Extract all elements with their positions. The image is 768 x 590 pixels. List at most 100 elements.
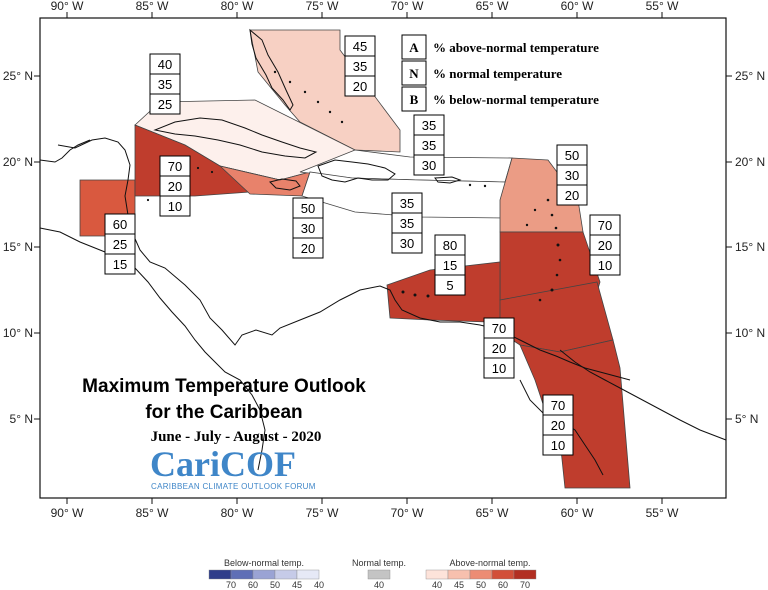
lat-label: 20° N [735, 155, 765, 169]
prob-box-leeward: 50 30 20 [556, 144, 588, 206]
lat-label: 15° N [3, 240, 33, 254]
title-block: Maximum Temperature Outlook for the Cari… [82, 376, 366, 445]
lon-label: 75° W [306, 0, 339, 13]
lat-label: 20° N [3, 155, 33, 169]
key-letter-b: B [410, 92, 419, 107]
lon-label: 90° W [51, 0, 84, 13]
legend-tick: 40 [374, 580, 384, 590]
lon-label: 80° W [221, 506, 254, 520]
prob-above: 70 [168, 159, 182, 174]
legend-above-swatch [447, 569, 471, 580]
prob-normal: 20 [551, 418, 565, 433]
prob-below: 5 [446, 278, 453, 293]
prob-below: 20 [353, 79, 367, 94]
lon-label: 55° W [646, 0, 679, 13]
lon-label: 90° W [51, 506, 84, 520]
lat-label: 5° N [735, 412, 758, 426]
legend-below-swatch [208, 569, 232, 580]
jamaica-coast [269, 178, 301, 191]
lat-labels-right: 25° N 20° N 15° N 10° N 5° N [735, 69, 765, 426]
legend-normal-swatch [367, 569, 391, 580]
legend-tick: 50 [476, 580, 486, 590]
prob-above: 35 [422, 118, 436, 133]
prob-above: 80 [443, 238, 457, 253]
prob-above: 50 [565, 148, 579, 163]
legend-above-swatch [425, 569, 449, 580]
prob-below: 10 [168, 199, 182, 214]
prob-above: 70 [551, 398, 565, 413]
prob-below: 20 [301, 241, 315, 256]
prob-below: 10 [598, 258, 612, 273]
prob-above: 40 [158, 57, 172, 72]
lat-label: 10° N [735, 326, 765, 340]
central-america-coast [57, 137, 631, 381]
prob-box-trinidad: 70 20 10 [483, 317, 515, 379]
legend-below-swatch [230, 569, 254, 580]
prob-normal: 20 [168, 179, 182, 194]
prob-normal: 30 [565, 168, 579, 183]
lon-label: 75° W [306, 506, 339, 520]
lat-labels-left: 25° N 20° N 15° N 10° N 5° N [3, 69, 33, 426]
lon-label: 60° W [561, 506, 594, 520]
color-scale-legend: Below-normal temp. Normal temp. Above-no… [208, 558, 537, 590]
logo-subtitle: CARIBBEAN CLIMATE OUTLOOK FORUM [151, 482, 316, 491]
logo-wordmark: CariCOF [150, 444, 296, 484]
prob-box-cuba: 40 35 25 [149, 53, 181, 115]
prob-below: 10 [551, 438, 565, 453]
prob-normal: 15 [443, 258, 457, 273]
prob-box-hispaniola-north: 35 35 30 [413, 114, 445, 176]
legend-below-swatches [208, 569, 320, 580]
legend-tick: 70 [226, 580, 236, 590]
prob-box-abc: 80 15 5 [434, 234, 466, 296]
legend-tick: 50 [270, 580, 280, 590]
lat-label: 5° N [10, 412, 33, 426]
legend-below-swatch [252, 569, 276, 580]
prob-box-puerto-rico-south: 35 35 30 [391, 192, 423, 254]
frame-ticks [34, 12, 732, 504]
legend-above-swatches [425, 569, 537, 580]
lon-label: 70° W [391, 506, 424, 520]
region-bahamas[interactable] [249, 29, 401, 153]
caricof-logo: CariCOF CARIBBEAN CLIMATE OUTLOOK FORUM [150, 444, 316, 491]
prob-above: 50 [301, 201, 315, 216]
prob-box-guianas: 70 20 10 [542, 394, 574, 456]
lon-label: 65° W [476, 0, 509, 13]
key-text-below: % below-normal temperature [433, 92, 599, 107]
prob-normal: 35 [400, 216, 414, 231]
small-islands [146, 70, 562, 302]
legend-below-swatch [274, 569, 298, 580]
legend-tick: 45 [292, 580, 302, 590]
legend-below-swatch [296, 569, 320, 580]
prob-below: 20 [565, 188, 579, 203]
legend-above-title: Above-normal temp. [449, 558, 530, 568]
prob-above: 70 [598, 218, 612, 233]
prob-normal: 35 [422, 138, 436, 153]
lon-label: 60° W [561, 0, 594, 13]
lon-label: 85° W [136, 506, 169, 520]
prob-below: 10 [492, 361, 506, 376]
prob-normal: 25 [113, 237, 127, 252]
prob-below: 15 [113, 257, 127, 272]
lon-label: 85° W [136, 0, 169, 13]
prob-normal: 35 [353, 59, 367, 74]
key-letter-a: A [409, 40, 419, 55]
lon-label: 55° W [646, 506, 679, 520]
lon-labels-top: 90° W 85° W 80° W 75° W 70° W 65° W 60° … [51, 0, 679, 13]
prob-above: 35 [400, 196, 414, 211]
prob-normal: 20 [492, 341, 506, 356]
lon-labels-bottom: 90° W 85° W 80° W 75° W 70° W 65° W 60° … [51, 506, 679, 520]
lat-label: 25° N [3, 69, 33, 83]
prob-box-belize: 60 25 15 [104, 213, 136, 275]
prob-box-bahamas: 45 35 20 [344, 35, 376, 97]
florida-coast [249, 28, 294, 111]
lat-label: 10° N [3, 326, 33, 340]
lon-label: 65° W [476, 506, 509, 520]
prob-below: 30 [400, 236, 414, 251]
legend-tick: 70 [520, 580, 530, 590]
map-title-line2: for the Caribbean [145, 402, 302, 423]
legend-below-title: Below-normal temp. [224, 558, 304, 568]
region-guianas[interactable] [519, 339, 631, 489]
legend-above-swatch [513, 569, 537, 580]
coastlines [39, 28, 727, 476]
